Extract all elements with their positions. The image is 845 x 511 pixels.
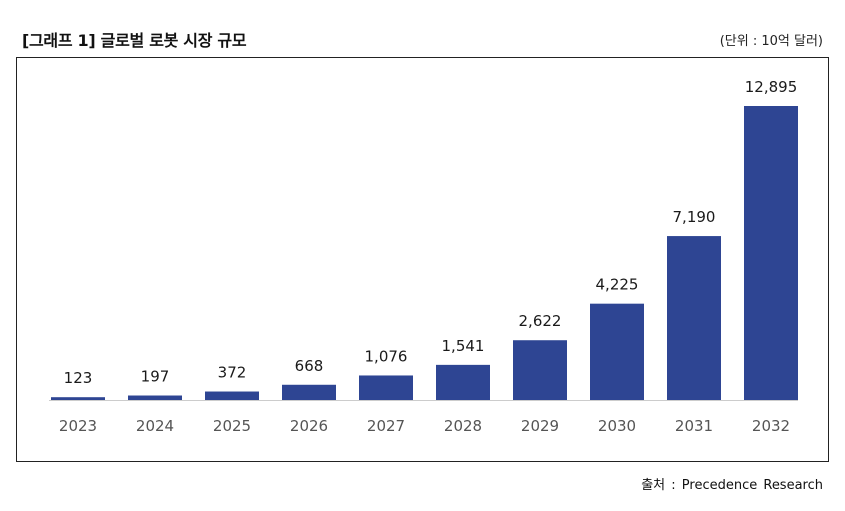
bar-2030 (590, 303, 644, 400)
bar-2028 (436, 364, 490, 400)
chart-title: [그래프 1] 글로벌 로봇 시장 규모 (22, 31, 247, 50)
bar-2031 (667, 236, 721, 400)
x-tick-2027: 2027 (367, 417, 405, 435)
bar-2026 (282, 384, 336, 400)
bar-2032 (744, 106, 798, 400)
data-label-2029: 2,622 (519, 312, 562, 330)
chart-frame: 123 2023 197 2024 372 2025 668 2026 1,076 2027 1,5… (16, 57, 829, 462)
data-label-2030: 4,225 (596, 276, 639, 294)
x-tick-2024: 2024 (136, 417, 174, 435)
data-label-2027: 1,076 (365, 347, 408, 365)
data-label-2026: 668 (295, 357, 324, 375)
x-tick-2025: 2025 (213, 417, 251, 435)
data-label-2025: 372 (218, 364, 247, 382)
source-note: 출처 : Precedence Research (641, 478, 823, 493)
bar-2029 (513, 340, 567, 400)
data-label-2024: 197 (141, 368, 170, 386)
x-tick-2026: 2026 (290, 417, 328, 435)
x-tick-2032: 2032 (752, 417, 790, 435)
x-tick-2030: 2030 (598, 417, 636, 435)
bar-2024 (128, 395, 182, 400)
bar-chart: 123 2023 197 2024 372 2025 668 2026 1,076 2027 1,5… (49, 78, 798, 435)
unit-label: (단위 : 10억 달러) (719, 34, 823, 49)
data-label-2023: 123 (64, 369, 93, 387)
bar-2023 (51, 397, 105, 400)
x-tick-2023: 2023 (59, 417, 97, 435)
bar-2027 (359, 375, 413, 400)
bar-2025 (205, 391, 259, 400)
data-label-2028: 1,541 (442, 337, 485, 355)
data-label-2031: 7,190 (673, 208, 716, 226)
x-tick-2029: 2029 (521, 417, 559, 435)
data-label-2032: 12,895 (745, 78, 798, 96)
x-tick-2028: 2028 (444, 417, 482, 435)
x-tick-2031: 2031 (675, 417, 713, 435)
